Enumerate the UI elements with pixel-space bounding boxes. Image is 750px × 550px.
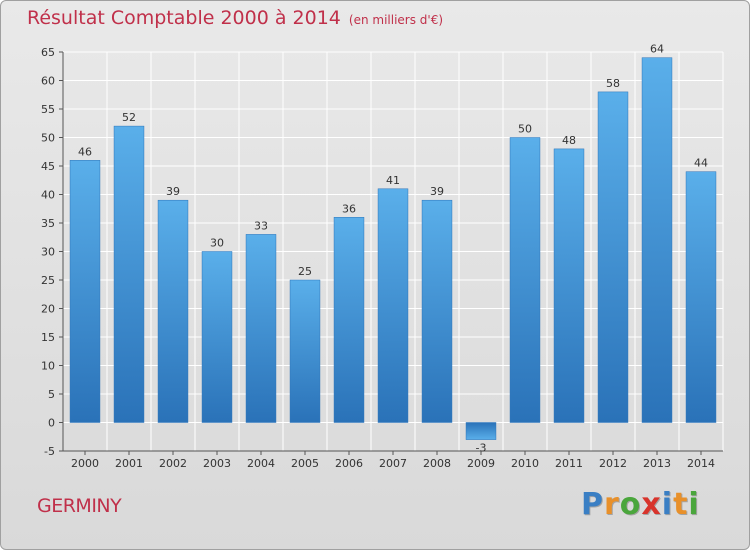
logo-letter: i	[688, 487, 700, 522]
logo-letter: i	[661, 487, 674, 522]
bar-2012	[597, 91, 629, 423]
data-label-layer: 46 52 39 30 33 25 36 41 39 -3 50 48 58 64 44	[78, 43, 708, 455]
data-label-2012: 58	[606, 77, 620, 90]
x-tick-label: 2007	[379, 457, 407, 470]
y-tick-label: 30	[41, 246, 55, 259]
y-tick-label: 35	[41, 217, 55, 230]
bar-2005	[289, 279, 321, 423]
y-tick-label: 45	[41, 160, 55, 173]
bar-2000	[69, 160, 101, 423]
data-label-2008: 39	[430, 185, 444, 198]
city-name: GERMINY	[37, 495, 122, 517]
bar-2010	[509, 137, 541, 423]
y-tick-label: 55	[41, 103, 55, 116]
data-label-2014: 44	[694, 157, 708, 170]
x-tick-label: 2006	[335, 457, 363, 470]
y-tick-label: 25	[41, 274, 55, 287]
bar-2002	[157, 199, 189, 423]
data-label-2001: 52	[122, 111, 136, 124]
data-label-2009: -3	[476, 442, 487, 455]
bar-2007	[377, 188, 409, 423]
chart-subtitle: (en milliers d'€)	[348, 13, 444, 27]
bar-2013	[641, 57, 673, 423]
y-tick-label: 60	[41, 75, 55, 88]
axis-layer: -5 0 5 10 15 20 25 30 35 40 45 50 55 60 65 2000 2001 2002…	[41, 46, 723, 470]
y-tick-label: 50	[41, 132, 55, 145]
data-label-2010: 50	[518, 123, 532, 136]
bar-layer	[69, 57, 717, 440]
bar-2003	[201, 251, 233, 423]
data-label-2011: 48	[562, 134, 576, 147]
logo-letter: o	[619, 487, 642, 522]
x-tick-label: 2009	[467, 457, 495, 470]
x-tick-label: 2004	[247, 457, 275, 470]
y-tick-label: -5	[44, 445, 55, 458]
x-tick-label: 2002	[159, 457, 187, 470]
x-tick-label: 2005	[291, 457, 319, 470]
x-tick-label: 2011	[555, 457, 583, 470]
y-tick-label: 0	[48, 417, 55, 430]
x-tick-label: 2013	[643, 457, 671, 470]
x-tick-label: 2010	[511, 457, 539, 470]
bar-2004	[245, 234, 277, 423]
x-tick-label: 2012	[599, 457, 627, 470]
y-tick-label: 40	[41, 189, 55, 202]
bar-2001	[113, 125, 145, 423]
bar-2008	[421, 199, 453, 423]
data-label-2004: 33	[254, 219, 268, 232]
logo-letter: r	[604, 487, 620, 522]
bar-2006	[333, 217, 365, 423]
x-tick-label: 2000	[71, 457, 99, 470]
bar-2011	[553, 148, 585, 423]
y-tick-label: 20	[41, 303, 55, 316]
data-label-2005: 25	[298, 265, 312, 278]
data-label-2002: 39	[166, 185, 180, 198]
y-tick-label: 65	[41, 46, 55, 59]
data-label-2003: 30	[210, 237, 224, 250]
data-label-2000: 46	[78, 145, 92, 158]
y-tick-label: 15	[41, 331, 55, 344]
data-label-2013: 64	[650, 43, 664, 56]
logo-letter: P	[581, 487, 604, 522]
logo-letter: x	[641, 487, 662, 522]
bar-2009	[465, 422, 497, 440]
chart-title-text: Résultat Comptable 2000 à 2014	[27, 7, 341, 29]
chart-title: Résultat Comptable 2000 à 2014 (en millie…	[27, 7, 443, 29]
data-label-2006: 36	[342, 202, 356, 215]
x-tick-label: 2008	[423, 457, 451, 470]
y-tick-label: 5	[48, 388, 55, 401]
logo-letter: t	[673, 487, 689, 522]
data-label-2007: 41	[386, 174, 400, 187]
proxiti-logo: Proxiti	[581, 487, 700, 522]
x-tick-label: 2001	[115, 457, 143, 470]
x-tick-label: 2003	[203, 457, 231, 470]
y-tick-label: 10	[41, 360, 55, 373]
bar-2014	[685, 171, 717, 423]
x-tick-label: 2014	[687, 457, 715, 470]
